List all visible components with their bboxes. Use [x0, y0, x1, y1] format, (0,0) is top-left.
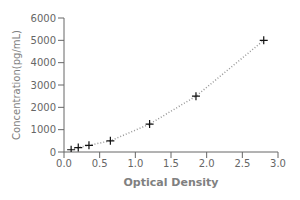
svg-text:1000: 1000: [31, 124, 56, 135]
svg-text:0: 0: [50, 147, 56, 158]
svg-text:4000: 4000: [31, 57, 56, 68]
svg-text:2.5: 2.5: [234, 158, 250, 169]
svg-text:6000: 6000: [31, 13, 56, 24]
svg-text:1.0: 1.0: [127, 158, 143, 169]
svg-text:0.0: 0.0: [56, 158, 72, 169]
svg-text:3000: 3000: [31, 80, 56, 91]
svg-text:Concentration(pg/mL): Concentration(pg/mL): [11, 30, 22, 140]
svg-text:2.0: 2.0: [199, 158, 215, 169]
svg-text:3.0: 3.0: [270, 158, 286, 169]
svg-text:1.5: 1.5: [163, 158, 179, 169]
svg-text:2000: 2000: [31, 102, 56, 113]
svg-text:Optical Density: Optical Density: [124, 176, 219, 189]
svg-text:5000: 5000: [31, 35, 56, 46]
svg-text:0.5: 0.5: [92, 158, 108, 169]
